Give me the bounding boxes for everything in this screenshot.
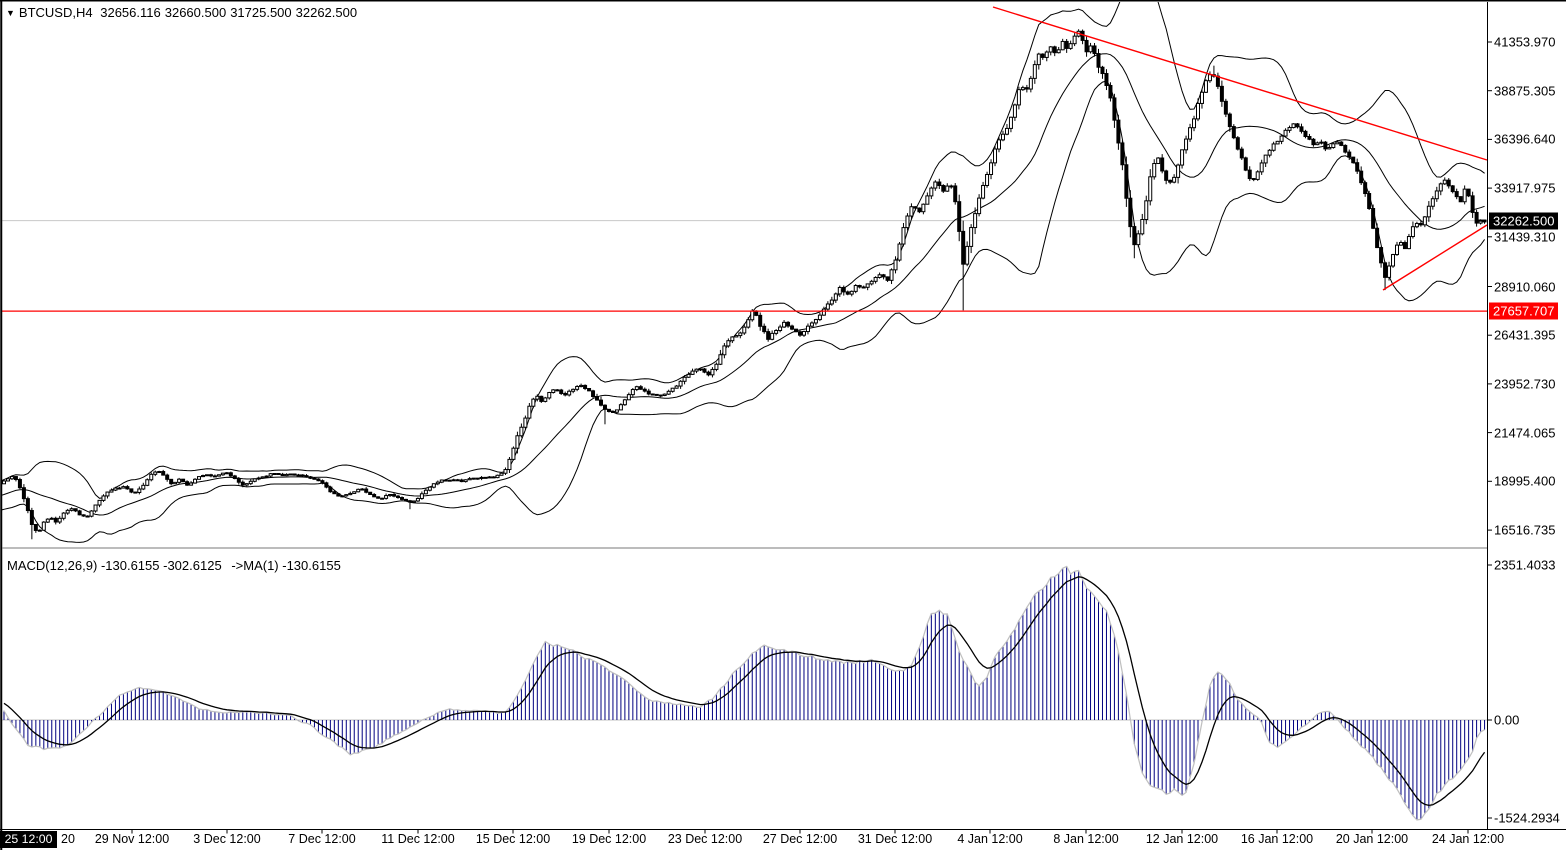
macd-main-value: -130.6155 xyxy=(100,558,160,573)
symbol-dropdown-icon[interactable]: ▼ xyxy=(6,8,15,18)
current-price-badge: 32262.500 xyxy=(1489,212,1559,230)
chart-title: ▼ BTCUSD,H4 32656.116 32660.500 31725.500 32… xyxy=(6,5,361,20)
title-high-value: 32660.500 xyxy=(164,5,227,20)
time-axis-label: 11 Dec 12:00 xyxy=(381,832,455,846)
red-trendlines[interactable] xyxy=(2,6,1488,312)
time-axis-label: 20 Jan 12:00 xyxy=(1335,832,1409,846)
macd-signal-value: -302.6125 xyxy=(163,558,222,573)
macd-indicator-name: MACD(12,26,9) xyxy=(7,558,98,573)
time-axis-label: 12 Jan 12:00 xyxy=(1145,832,1219,846)
price-axis-label: 21474.065 xyxy=(1494,425,1556,441)
time-axis-label: 4 Jan 12:00 xyxy=(957,832,1023,846)
title-open-value: 32656.116 xyxy=(100,5,161,20)
alert-price-badge: 27657.707 xyxy=(1489,302,1559,320)
price-axis-label: 31439.310 xyxy=(1494,229,1556,245)
macd-axis-label: 0.00 xyxy=(1494,712,1520,728)
title-close-value: 32262.500 xyxy=(295,5,358,20)
time-axis-label: 8 Jan 12:00 xyxy=(1053,832,1119,846)
price-axis-label: 41353.970 xyxy=(1494,34,1556,50)
price-axis-label: 28910.060 xyxy=(1494,279,1556,294)
time-axis-label: 7 Dec 12:00 xyxy=(288,832,356,846)
time-axis-label: 3 Dec 12:00 xyxy=(193,832,261,846)
macd-indicator xyxy=(2,565,1487,821)
macd-overlay-name: ->MA(1) xyxy=(231,558,279,573)
price-axis-label: 38875.305 xyxy=(1494,83,1556,99)
time-axis-label: 15 Dec 12:00 xyxy=(475,832,551,846)
price-axis-label: 33917.975 xyxy=(1494,180,1556,196)
time-axis-label: 16 Jan 12:00 xyxy=(1240,832,1314,846)
macd-axis-label: 2351.4033 xyxy=(1494,557,1556,573)
time-axis-highlighted-label: 25 12:00 xyxy=(0,831,57,848)
price-axis-label: 18995.400 xyxy=(1494,473,1556,489)
time-axis-label: 19 Dec 12:00 xyxy=(571,832,647,846)
time-axis-label: 24 Jan 12:00 xyxy=(1431,832,1505,846)
price-axis-label: 36396.640 xyxy=(1494,131,1556,147)
bollinger-bands xyxy=(2,2,1486,543)
time-axis-label: 29 Nov 12:00 xyxy=(94,832,170,846)
time-axis-label: 27 Dec 12:00 xyxy=(762,832,838,846)
time-axis-label: 31 Dec 12:00 xyxy=(857,832,933,846)
macd-axis-label: -1524.2934 xyxy=(1494,810,1560,826)
macd-overlay-value: -130.6155 xyxy=(282,558,341,573)
price-axis-label: 26431.395 xyxy=(1494,327,1556,343)
price-axis-label: 16516.735 xyxy=(1494,522,1556,538)
time-axis-partial-label: 20 xyxy=(61,832,75,846)
price-axis-label: 23952.730 xyxy=(1494,376,1556,392)
symbol-period-label: BTCUSD,H4 xyxy=(18,5,93,20)
candlesticks xyxy=(2,29,1487,540)
title-low-value: 31725.500 xyxy=(230,5,292,20)
macd-header: MACD(12,26,9) -130.6155 -302.6125 ->MA(1… xyxy=(7,558,341,573)
time-axis-label: 23 Dec 12:00 xyxy=(667,832,743,846)
